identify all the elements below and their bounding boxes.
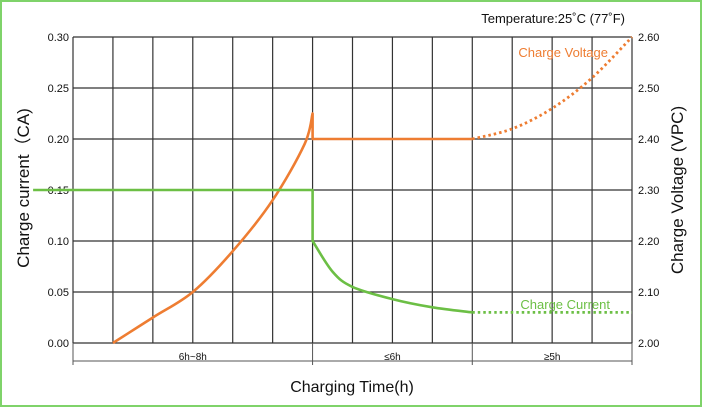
y-tick-label-right: 2.50 xyxy=(638,83,659,95)
temperature-note: Temperature:25˚C (77˚F) xyxy=(481,11,625,26)
series-line-charge-voltage xyxy=(112,112,473,345)
series-lines xyxy=(33,36,633,345)
y-tick-label-right: 2.40 xyxy=(638,134,659,146)
y-tick-label-left: 0.00 xyxy=(48,338,69,350)
y-tick-label-left: 0.05 xyxy=(48,287,69,299)
stage-band: 6h~8h ≤6h ≥5h xyxy=(72,343,633,365)
y-axis-label-left: Charge current（CA) xyxy=(14,108,33,268)
y-tick-label-right: 2.30 xyxy=(638,185,659,197)
tick-labels: 0.000.050.100.150.200.250.302.002.102.20… xyxy=(48,32,660,350)
y-tick-label-right: 2.10 xyxy=(638,287,659,299)
x-axis-label: Charging Time(h) xyxy=(290,379,414,396)
stage-label: 6h~8h xyxy=(179,352,207,363)
y-tick-label-left: 0.20 xyxy=(48,134,69,146)
stage-label: ≤6h xyxy=(384,352,401,363)
stage-label: ≥5h xyxy=(544,352,561,363)
y-tick-label-left: 0.25 xyxy=(48,83,69,95)
y-tick-label-left: 0.10 xyxy=(48,236,69,248)
y-tick-label-right: 2.20 xyxy=(638,236,659,248)
y-tick-label-left: 0.30 xyxy=(48,32,69,44)
series-label-voltage: Charge Voltage xyxy=(518,45,608,60)
grid xyxy=(72,36,633,344)
y-tick-label-right: 2.60 xyxy=(638,32,659,44)
y-axis-label-right: Charge Voltage (VPC) xyxy=(668,106,687,274)
series-line-charge-voltage-dotted xyxy=(471,36,633,141)
series-line-charge-current xyxy=(33,188,473,314)
y-tick-label-right: 2.00 xyxy=(638,338,659,350)
series-label-current: Charge Current xyxy=(520,297,610,312)
